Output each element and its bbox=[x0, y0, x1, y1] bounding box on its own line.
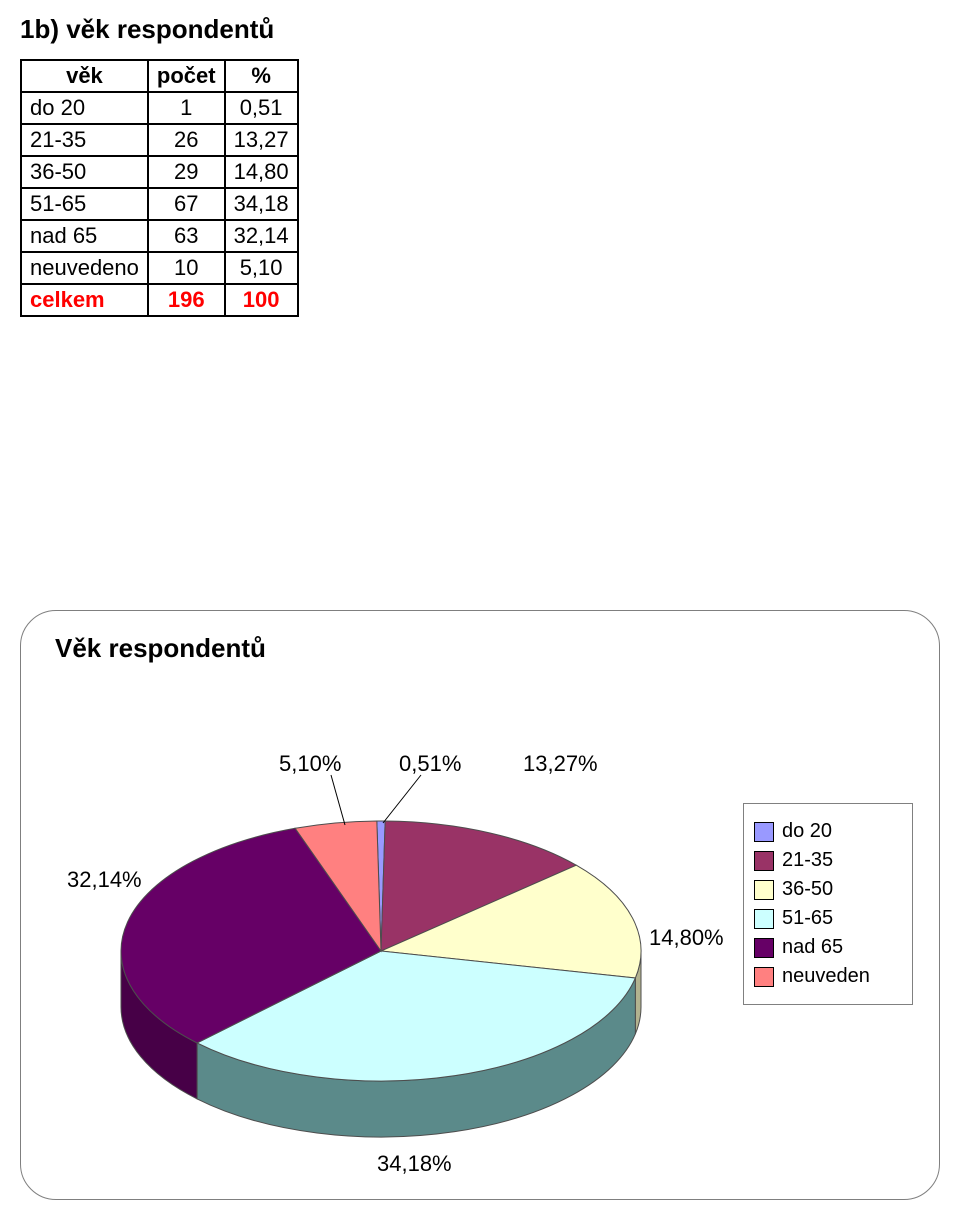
cell: 67 bbox=[148, 188, 225, 220]
cell: 36-50 bbox=[21, 156, 148, 188]
section-heading: 1b) věk respondentů bbox=[20, 14, 940, 45]
legend-swatch bbox=[754, 967, 774, 987]
pie-chart: 5,10% 0,51% 13,27% 14,80% 34,18% 32,14% bbox=[81, 751, 681, 1171]
legend-label: 51-65 bbox=[782, 907, 833, 930]
table-row: 36-50 29 14,80 bbox=[21, 156, 298, 188]
pie-label: 5,10% bbox=[279, 751, 341, 777]
cell: do 20 bbox=[21, 92, 148, 124]
cell: celkem bbox=[21, 284, 148, 316]
cell: 100 bbox=[225, 284, 298, 316]
chart-title: Věk respondentů bbox=[55, 633, 266, 664]
legend-swatch bbox=[754, 938, 774, 958]
table-row: do 20 1 0,51 bbox=[21, 92, 298, 124]
table-total-row: celkem 196 100 bbox=[21, 284, 298, 316]
legend-item: 36-50 bbox=[754, 878, 902, 901]
cell: neuvedeno bbox=[21, 252, 148, 284]
cell: 13,27 bbox=[225, 124, 298, 156]
table-row: 51-65 67 34,18 bbox=[21, 188, 298, 220]
col-header: věk bbox=[21, 60, 148, 92]
cell: nad 65 bbox=[21, 220, 148, 252]
pie-label: 14,80% bbox=[649, 925, 724, 951]
legend-swatch bbox=[754, 909, 774, 929]
table-row: neuvedeno 10 5,10 bbox=[21, 252, 298, 284]
cell: 5,10 bbox=[225, 252, 298, 284]
col-header: počet bbox=[148, 60, 225, 92]
legend-item: do 20 bbox=[754, 820, 902, 843]
legend-label: do 20 bbox=[782, 820, 832, 843]
legend-label: neuveden bbox=[782, 965, 870, 988]
cell: 26 bbox=[148, 124, 225, 156]
cell: 1 bbox=[148, 92, 225, 124]
cell: 21-35 bbox=[21, 124, 148, 156]
legend-swatch bbox=[754, 851, 774, 871]
legend-item: nad 65 bbox=[754, 936, 902, 959]
pie-svg bbox=[81, 751, 681, 1171]
cell: 10 bbox=[148, 252, 225, 284]
cell: 0,51 bbox=[225, 92, 298, 124]
table-header-row: věk počet % bbox=[21, 60, 298, 92]
cell: 63 bbox=[148, 220, 225, 252]
pie-label: 0,51% bbox=[399, 751, 461, 777]
col-header: % bbox=[225, 60, 298, 92]
cell: 196 bbox=[148, 284, 225, 316]
table-row: 21-35 26 13,27 bbox=[21, 124, 298, 156]
legend-swatch bbox=[754, 822, 774, 842]
chart-card: Věk respondentů 5,10% 0,51% 13,27% 14,80… bbox=[20, 610, 940, 1200]
legend-label: 21-35 bbox=[782, 849, 833, 872]
legend-swatch bbox=[754, 880, 774, 900]
cell: 14,80 bbox=[225, 156, 298, 188]
data-table: věk počet % do 20 1 0,51 21-35 26 13,27 … bbox=[20, 59, 299, 317]
legend-label: nad 65 bbox=[782, 936, 843, 959]
legend-item: neuveden bbox=[754, 965, 902, 988]
table-row: nad 65 63 32,14 bbox=[21, 220, 298, 252]
cell: 51-65 bbox=[21, 188, 148, 220]
pie-label: 32,14% bbox=[67, 867, 142, 893]
page-root: 1b) věk respondentů věk počet % do 20 1 … bbox=[0, 0, 960, 1231]
cell: 32,14 bbox=[225, 220, 298, 252]
cell: 29 bbox=[148, 156, 225, 188]
pie-label: 34,18% bbox=[377, 1151, 452, 1177]
chart-legend: do 20 21-35 36-50 51-65 nad 65 neuveden bbox=[743, 803, 913, 1005]
legend-item: 51-65 bbox=[754, 907, 902, 930]
cell: 34,18 bbox=[225, 188, 298, 220]
legend-item: 21-35 bbox=[754, 849, 902, 872]
legend-label: 36-50 bbox=[782, 878, 833, 901]
pie-label: 13,27% bbox=[523, 751, 598, 777]
